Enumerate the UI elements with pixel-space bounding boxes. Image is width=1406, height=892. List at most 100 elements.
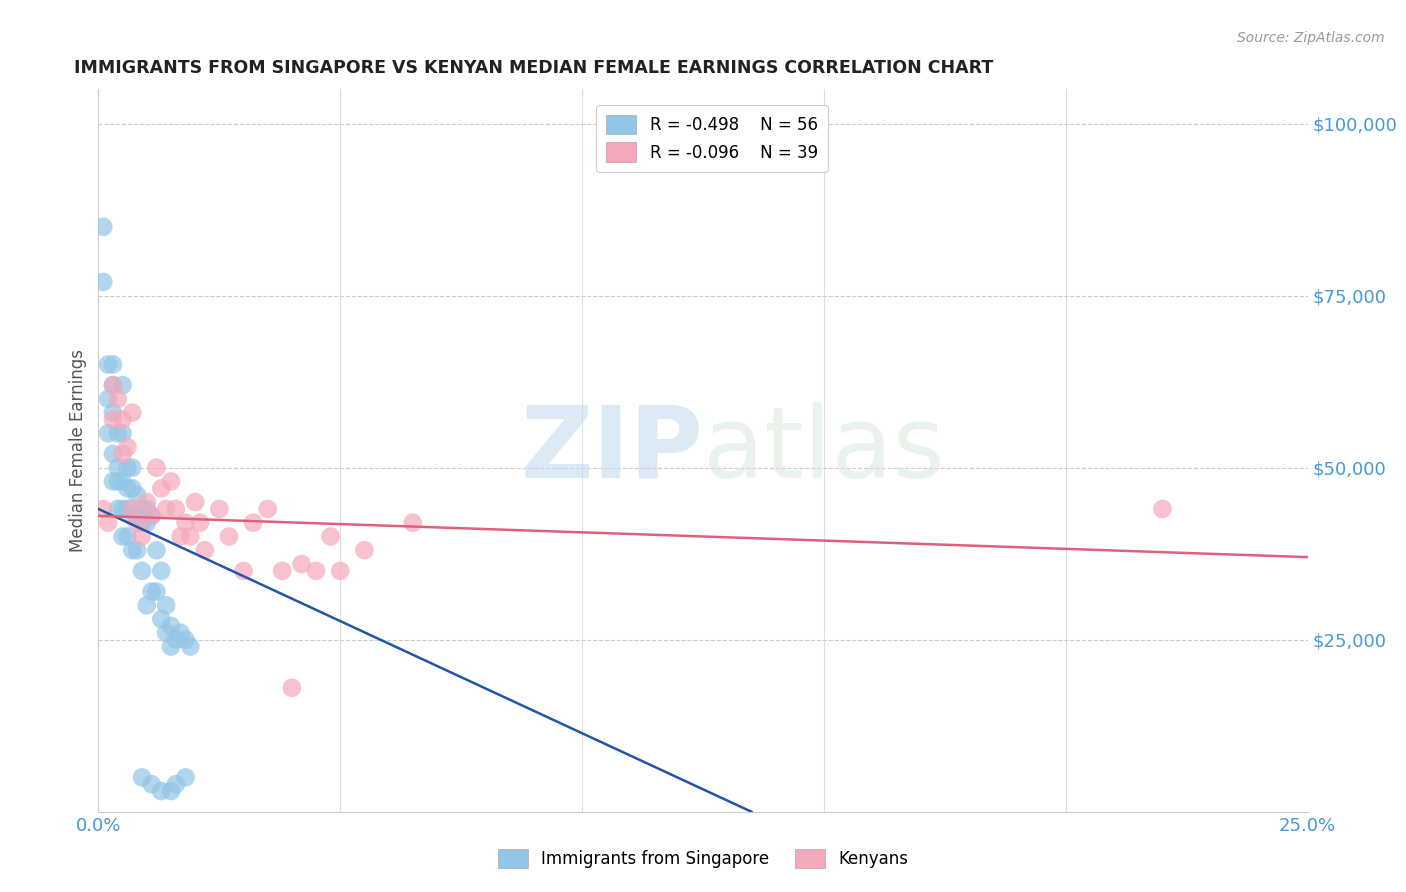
Point	[131, 770, 153, 784]
Point	[131, 564, 153, 578]
Point	[111, 502, 134, 516]
Point	[160, 784, 183, 798]
Point	[188, 516, 211, 530]
Point	[141, 508, 163, 523]
Point	[111, 412, 134, 426]
Text: IMMIGRANTS FROM SINGAPORE VS KENYAN MEDIAN FEMALE EARNINGS CORRELATION CHART: IMMIGRANTS FROM SINGAPORE VS KENYAN MEDI…	[75, 59, 994, 77]
Point	[305, 564, 328, 578]
Point	[91, 275, 114, 289]
Point	[174, 516, 197, 530]
Point	[127, 508, 149, 523]
Point	[101, 475, 124, 489]
Point	[141, 777, 163, 791]
Point	[97, 358, 120, 372]
Point	[290, 557, 312, 571]
Point	[160, 475, 183, 489]
Point	[107, 475, 129, 489]
Point	[127, 488, 149, 502]
Point	[208, 502, 231, 516]
Point	[218, 529, 240, 543]
Point	[242, 516, 264, 530]
Point	[150, 612, 173, 626]
Point	[135, 599, 157, 613]
Point	[121, 406, 143, 420]
Point	[145, 543, 167, 558]
Point	[107, 426, 129, 441]
Text: Source: ZipAtlas.com: Source: ZipAtlas.com	[1237, 31, 1385, 45]
Point	[111, 426, 134, 441]
Point	[150, 784, 173, 798]
Point	[121, 481, 143, 495]
Point	[107, 502, 129, 516]
Point	[155, 625, 177, 640]
Point	[145, 584, 167, 599]
Point	[141, 508, 163, 523]
Point	[101, 447, 124, 461]
Point	[402, 516, 425, 530]
Point	[97, 392, 120, 406]
Point	[165, 777, 187, 791]
Point	[256, 502, 278, 516]
Text: ZIP: ZIP	[520, 402, 703, 499]
Point	[160, 619, 183, 633]
Legend: R = -0.498    N = 56, R = -0.096    N = 39: R = -0.498 N = 56, R = -0.096 N = 39	[596, 104, 828, 171]
Point	[271, 564, 294, 578]
Point	[101, 358, 124, 372]
Point	[165, 502, 187, 516]
Point	[319, 529, 342, 543]
Point	[91, 219, 114, 234]
Point	[127, 543, 149, 558]
Point	[101, 406, 124, 420]
Point	[91, 502, 114, 516]
Point	[174, 632, 197, 647]
Point	[111, 475, 134, 489]
Point	[1152, 502, 1174, 516]
Point	[121, 543, 143, 558]
Text: atlas: atlas	[703, 402, 945, 499]
Point	[117, 460, 139, 475]
Point	[179, 529, 201, 543]
Point	[111, 378, 134, 392]
Point	[107, 460, 129, 475]
Point	[160, 640, 183, 654]
Point	[169, 625, 191, 640]
Point	[135, 516, 157, 530]
Point	[121, 460, 143, 475]
Point	[194, 543, 217, 558]
Point	[169, 529, 191, 543]
Point	[174, 770, 197, 784]
Point	[97, 516, 120, 530]
Point	[101, 378, 124, 392]
Point	[184, 495, 207, 509]
Point	[111, 447, 134, 461]
Point	[281, 681, 304, 695]
Point	[145, 460, 167, 475]
Point	[155, 599, 177, 613]
Point	[179, 640, 201, 654]
Point	[121, 502, 143, 516]
Point	[117, 440, 139, 454]
Point	[232, 564, 254, 578]
Point	[117, 529, 139, 543]
Point	[329, 564, 352, 578]
Point	[353, 543, 375, 558]
Point	[131, 516, 153, 530]
Point	[135, 495, 157, 509]
Point	[97, 426, 120, 441]
Point	[150, 481, 173, 495]
Legend: Immigrants from Singapore, Kenyans: Immigrants from Singapore, Kenyans	[492, 842, 914, 875]
Point	[107, 392, 129, 406]
Point	[150, 564, 173, 578]
Point	[111, 529, 134, 543]
Point	[165, 632, 187, 647]
Point	[131, 529, 153, 543]
Point	[101, 412, 124, 426]
Point	[141, 584, 163, 599]
Point	[135, 502, 157, 516]
Point	[101, 378, 124, 392]
Point	[117, 502, 139, 516]
Point	[121, 508, 143, 523]
Y-axis label: Median Female Earnings: Median Female Earnings	[69, 349, 87, 552]
Point	[117, 481, 139, 495]
Point	[127, 516, 149, 530]
